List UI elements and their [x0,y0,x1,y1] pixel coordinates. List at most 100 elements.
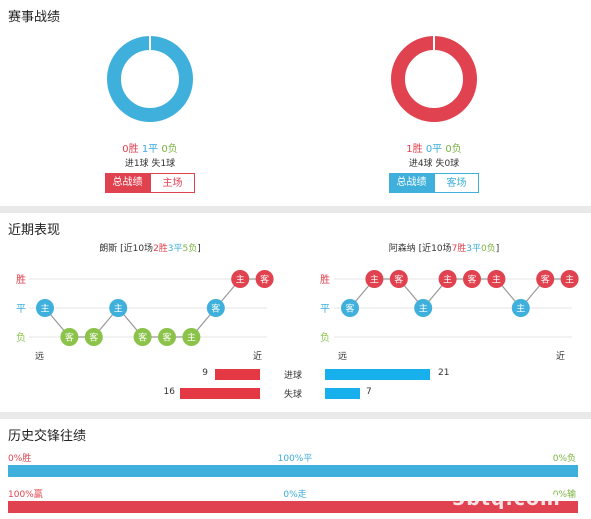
h2h-push-pct: 0%走 [283,490,307,500]
scored-label: 进球 [283,371,302,381]
right-losses: 0负 [445,144,462,155]
form-venue-label: 客 [260,274,269,286]
form-venue-label: 客 [541,274,550,286]
right-conceded-bar [325,388,360,399]
form-result-marker [341,299,359,317]
form-venue-label: 客 [65,332,74,344]
form-row-label: 负 [16,331,26,344]
left-summary-prefix: [近10场 [117,244,154,254]
form-result-marker [560,270,579,288]
right-wdl: 1胜 0平 0负 [344,140,524,155]
form-row-label: 平 [320,304,330,315]
right-recent-losses: 0负 [481,244,496,254]
section-title-history: 历史交锋往绩 [8,429,87,444]
h2h-cover-pct: 100%赢 [8,490,43,500]
left-summary-suffix: ] [197,244,201,254]
right-recent-summary: 阿森纳 [近10场7胜3平0负] [334,241,554,254]
left-tab-home[interactable]: 主场 [150,173,195,193]
left-recent-draws: 3平 [167,244,183,254]
form-result-marker [487,270,506,288]
form-result-marker [133,328,152,346]
form-row-label: 胜 [320,274,330,286]
form-venue-label: 客 [138,332,147,344]
form-result-marker [231,270,250,288]
left-recent-wins: 2胜 [153,244,168,254]
left-losses: 0负 [161,144,178,155]
form-result-marker [463,270,481,288]
left-scored-bar [215,369,260,380]
right-goals-against: 失0球 [435,159,460,169]
left-goals-for: 进1球 [124,159,149,169]
form-row-label: 平 [16,304,26,315]
form-venue-label: 主 [516,303,525,315]
section-title-record: 赛事战绩 [8,10,61,25]
history-panel: 历史交锋往绩 0%胜 100%平 0%负 100%赢 0%走 0%输 5btq.… [0,419,591,519]
h2h-win-pct: 0%胜 [8,454,32,464]
left-wdl: 0胜 1平 0负 [60,140,240,155]
right-summary-prefix: [近10场 [415,244,452,254]
recent-form-chart: 胜平负主客 客主客客主客主客 胜平负客主 客主主客主主客主 [16,270,579,346]
form-venue-label: 客 [162,332,171,344]
right-tab-overall[interactable]: 总战绩 [389,173,434,193]
form-line [349,278,570,309]
form-venue-label: 客 [394,274,403,286]
left-form-chart: 胜平负主客 客主客客主客主客 [16,270,274,346]
form-venue-label: 主 [187,332,196,344]
left-recent-losses: 5负 [182,244,198,254]
form-result-marker [389,270,408,288]
left-team-name: 朗斯 [99,244,118,254]
section-title-recent: 近期表现 [8,223,61,238]
right-summary-suffix: ] [495,244,500,254]
form-row-label: 负 [320,331,330,344]
form-venue-label: 主 [40,303,49,315]
form-result-marker [158,328,176,346]
form-result-marker [182,328,201,346]
right-scored-bar [325,369,430,380]
form-venue-label: 主 [492,274,501,286]
right-team-name: 阿森纳 [388,244,416,254]
form-row-label: 胜 [16,274,26,286]
form-venue-label: 主 [565,274,574,286]
left-conceded-value: 16 [163,387,175,397]
form-result-marker [109,299,128,317]
left-scored-value: 9 [202,368,208,378]
form-result-marker [414,299,433,317]
left-far-label: 远 [35,352,45,362]
right-goals-for: 进4球 [408,159,433,169]
left-goals: 进1球 失1球 [60,156,240,169]
right-far-label: 远 [338,352,348,362]
form-venue-label: 主 [114,303,123,315]
form-venue-label: 主 [370,274,379,286]
right-conceded-value: 7 [366,387,372,397]
form-result-marker [36,299,54,317]
right-goals: 进4球 失0球 [344,156,524,169]
right-draws: 0平 [425,144,443,155]
left-tab-overall[interactable]: 总战绩 [105,173,150,193]
right-near-label: 近 [556,352,566,362]
conceded-label: 失球 [283,390,302,400]
watermark: 5btq.com [452,488,561,510]
form-venue-label: 客 [89,332,98,344]
form-result-marker [206,299,225,317]
right-recent-wins: 7胜 [451,244,467,254]
left-record-donut [107,36,193,122]
record-panel: 赛事战绩 0胜 1平 0负 进1球 失1球 总战绩 主场 1胜 0平 0负 进4… [0,0,591,206]
form-venue-label: 客 [467,274,476,286]
right-scored-value: 21 [438,368,450,378]
form-venue-label: 客 [211,303,220,315]
right-wins: 1胜 [406,144,423,155]
h2h-handicap-bar [8,501,578,513]
form-venue-label: 主 [236,274,245,286]
form-result-marker [365,270,384,288]
right-record-donut [391,36,477,122]
right-form-chart: 胜平负客主 客主主客主主客主 [320,270,579,344]
left-recent-summary: 朗斯 [近10场2胜3平5负] [40,241,260,254]
form-result-marker [60,328,79,346]
right-tab-away[interactable]: 客场 [434,173,479,193]
left-wins: 0胜 [122,144,139,155]
left-goals-against: 失1球 [151,159,176,169]
recent-panel: 近期表现 朗斯 [近10场2胜3平5负] 阿森纳 [近10场7胜3平0负] 胜平… [0,213,591,412]
right-recent-draws: 3平 [466,244,482,254]
h2h-loss-pct: 0%负 [552,454,576,464]
h2h-result-bar [8,465,578,477]
